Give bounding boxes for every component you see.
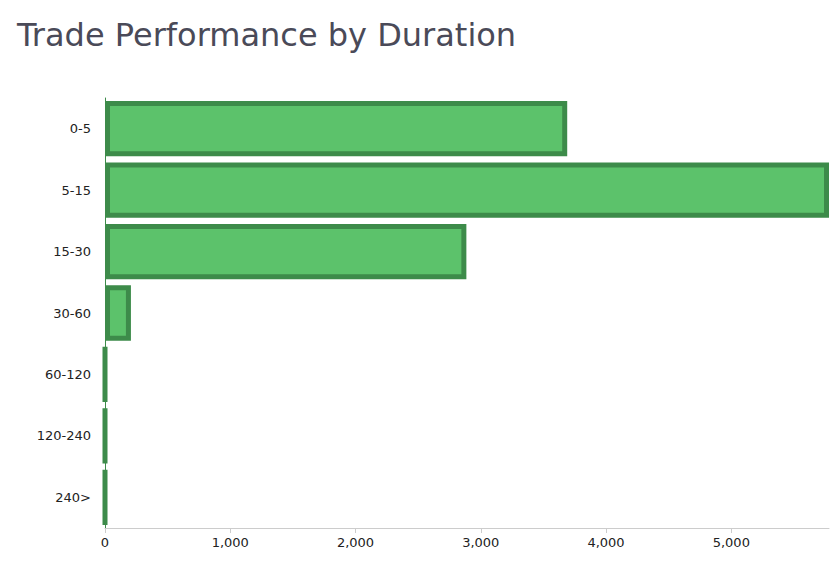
svg-text:5-15: 5-15 [61, 183, 91, 198]
svg-text:4,000: 4,000 [587, 535, 624, 550]
svg-text:60-120: 60-120 [45, 367, 91, 382]
svg-text:0-5: 0-5 [70, 121, 91, 136]
svg-text:30-60: 30-60 [53, 306, 91, 321]
svg-text:2,000: 2,000 [337, 535, 374, 550]
svg-text:Trade Performance by Duration: Trade Performance by Duration [16, 16, 516, 54]
svg-text:15-30: 15-30 [53, 244, 91, 259]
svg-text:3,000: 3,000 [462, 535, 499, 550]
svg-text:240>: 240> [55, 490, 91, 505]
svg-text:120-240: 120-240 [37, 428, 91, 443]
svg-text:0: 0 [101, 535, 109, 550]
svg-text:1,000: 1,000 [212, 535, 249, 550]
svg-text:5,000: 5,000 [713, 535, 750, 550]
